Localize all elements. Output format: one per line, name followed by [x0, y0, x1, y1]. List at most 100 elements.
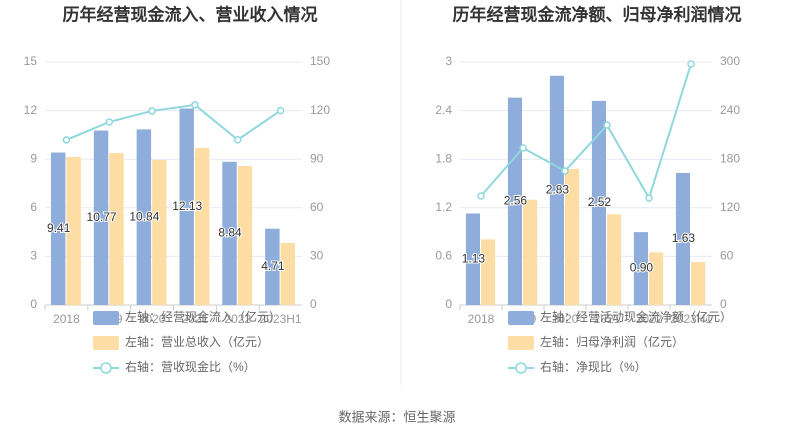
- y-tick-label: 9: [30, 151, 37, 165]
- line-point: [519, 144, 527, 152]
- line-point: [603, 121, 611, 129]
- y2-tick-label: 60: [310, 200, 324, 214]
- legend-label: 左轴：归母净利润（亿元）: [540, 334, 684, 349]
- line-point: [687, 60, 695, 68]
- bar: [222, 161, 237, 305]
- y-tick-label: 1.2: [435, 200, 452, 214]
- bar: [152, 160, 167, 305]
- data-label: 10.84: [129, 209, 159, 223]
- y2-tick-label: 30: [310, 249, 324, 263]
- x-tick-label: 2020: [139, 312, 166, 326]
- x-tick-label: 2023H1: [670, 312, 712, 326]
- y2-tick-label: 180: [720, 151, 740, 165]
- data-label: 2.56: [504, 193, 528, 207]
- y2-tick-label: 240: [720, 103, 740, 117]
- data-label: 4.71: [261, 259, 285, 273]
- x-tick-label: 2020: [552, 312, 579, 326]
- y2-tick-label: 90: [310, 151, 324, 165]
- y-tick-label: 3: [30, 249, 37, 263]
- y2-tick-label: 0: [720, 297, 727, 311]
- data-label: 10.77: [87, 210, 117, 224]
- legend-label: 右轴：净现比（%）: [540, 359, 647, 374]
- legend-label: 左轴：经营现金流入（亿元）: [125, 309, 281, 324]
- data-label: 8.84: [218, 226, 242, 240]
- y-tick-label: 1.8: [435, 151, 452, 165]
- data-label: 12.13: [172, 199, 202, 213]
- y-tick-label: 0: [445, 297, 452, 311]
- bar: [633, 232, 648, 305]
- legend-swatch: [100, 362, 112, 374]
- legend-swatch: [93, 336, 119, 350]
- y-tick-label: 3: [445, 54, 452, 68]
- data-label: 9.41: [47, 221, 71, 235]
- legend-label: 左轴：营业总收入（亿元）: [125, 334, 269, 349]
- line-point: [561, 167, 569, 175]
- x-tick-label: 2022: [224, 312, 251, 326]
- line: [480, 63, 692, 201]
- y2-tick-label: 60: [720, 249, 734, 263]
- x-tick-label: 2021: [594, 312, 621, 326]
- x-tick-label: 2021: [182, 312, 209, 326]
- y-tick-label: 2.4: [435, 103, 452, 117]
- bar: [265, 228, 280, 305]
- legend-label: 左轴：经营活动现金流净额（亿元）: [540, 309, 732, 324]
- data-label: 2.83: [546, 183, 570, 197]
- legend-swatch: [515, 362, 527, 374]
- data-label: 0.90: [630, 261, 654, 275]
- line-point: [477, 192, 485, 200]
- y-tick-label: 15: [24, 54, 38, 68]
- line-point: [62, 136, 71, 144]
- line-point: [105, 118, 113, 126]
- bar: [93, 130, 109, 305]
- bar: [481, 239, 496, 305]
- bar: [591, 100, 606, 305]
- y2-tick-label: 300: [720, 54, 740, 68]
- legend-label: 右轴：营收现金比（%）: [125, 359, 256, 374]
- bar: [649, 252, 664, 305]
- legend-swatch: [508, 336, 534, 350]
- bar: [675, 172, 690, 305]
- y-tick-label: 12: [24, 103, 38, 117]
- line: [66, 103, 282, 142]
- legend-swatch: [508, 311, 534, 325]
- bar: [280, 242, 296, 305]
- line-point: [148, 107, 156, 115]
- line-point: [645, 194, 653, 202]
- bar: [66, 156, 81, 305]
- bar: [136, 129, 152, 305]
- bar: [237, 166, 253, 305]
- bar: [194, 148, 210, 305]
- line-point: [191, 101, 199, 109]
- bar: [565, 168, 580, 305]
- x-tick-label: 2022: [636, 312, 663, 326]
- y2-tick-label: 150: [310, 54, 330, 68]
- bar: [523, 199, 538, 305]
- chart-title: 历年经营现金流净额、归母净利润情况: [453, 4, 742, 24]
- bar: [179, 108, 194, 305]
- bar: [465, 213, 480, 305]
- y2-tick-label: 120: [720, 200, 740, 214]
- bar: [549, 75, 564, 306]
- y-tick-label: 0.6: [435, 249, 452, 263]
- line-point: [276, 106, 285, 115]
- bar: [50, 152, 66, 305]
- x-tick-label: 2018: [53, 312, 80, 326]
- y-tick-label: 6: [30, 200, 37, 214]
- y2-tick-label: 120: [310, 103, 330, 117]
- legend-swatch: [93, 311, 119, 325]
- data-label: 1.63: [672, 231, 696, 245]
- data-label: 2.52: [588, 195, 612, 209]
- line-point: [234, 136, 242, 144]
- data-label: 1.13: [462, 251, 486, 265]
- y2-tick-label: 0: [310, 297, 317, 311]
- bar: [109, 153, 124, 305]
- bar: [507, 97, 522, 305]
- y-tick-label: 0: [30, 297, 37, 311]
- x-tick-label: 2018: [468, 312, 495, 326]
- x-tick-label: 2023H1: [260, 312, 302, 326]
- chart-title: 历年经营现金流入、营业收入情况: [63, 4, 318, 24]
- source: 数据来源：恒生聚源: [338, 409, 455, 424]
- bar: [691, 262, 706, 305]
- bar: [607, 214, 622, 305]
